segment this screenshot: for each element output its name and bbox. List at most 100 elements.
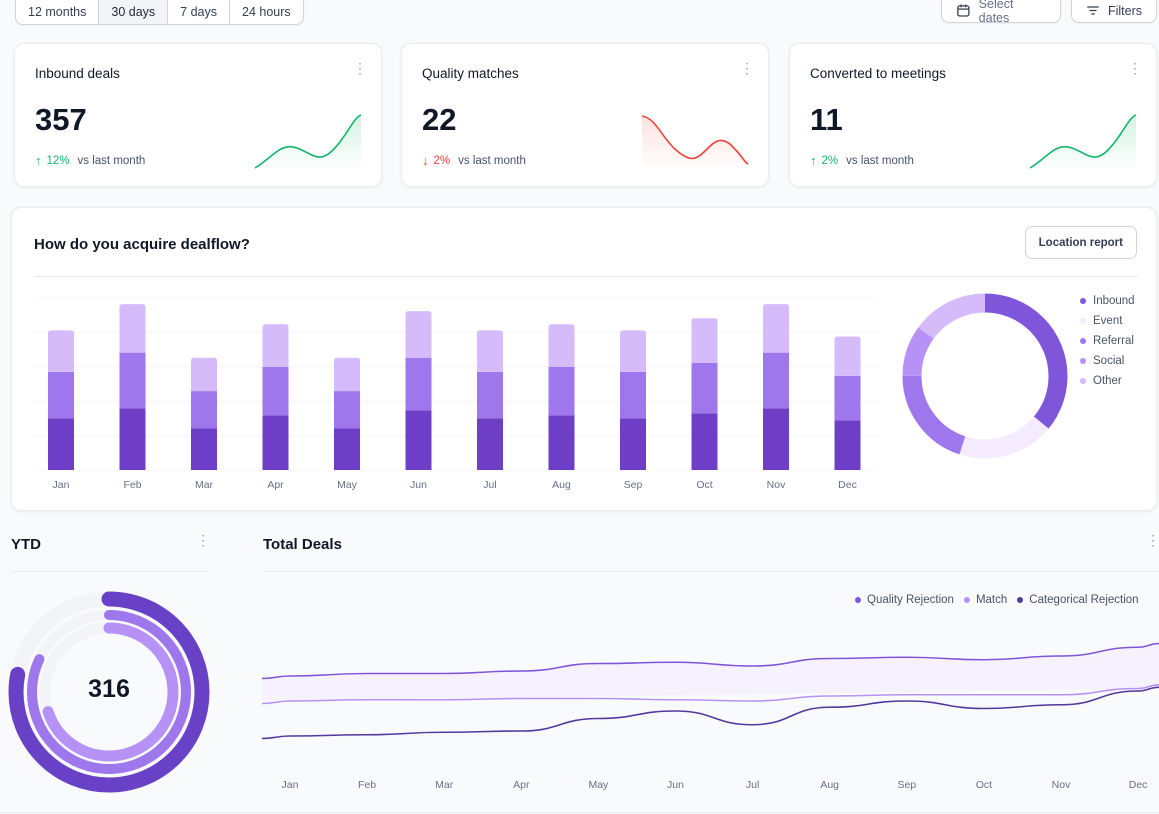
time-range-12-months[interactable]: 12 months [16, 0, 100, 24]
bar-segment [334, 357, 360, 392]
stat-title: Inbound deals [35, 66, 120, 81]
filters-button[interactable]: Filters [1071, 0, 1157, 23]
more-vertical-icon[interactable]: ⋮ [196, 532, 210, 548]
x-tick-label: Nov [1052, 779, 1071, 791]
x-tick-label: Nov [767, 479, 786, 491]
legend-item-inbound: Inbound [1080, 291, 1135, 311]
stat-comparison: vs last month [846, 154, 914, 167]
series-line [262, 683, 1159, 705]
calendar-icon [957, 4, 970, 17]
select-dates-button[interactable]: Select dates [941, 0, 1061, 25]
x-tick-label: Apr [513, 779, 530, 791]
bar-segment [834, 420, 861, 470]
stat-comparison: vs last month [458, 154, 526, 167]
time-range-segmented-control: 12 months 30 days 7 days 24 hours [15, 0, 304, 25]
sparkline-chart [1029, 114, 1137, 170]
donut-slice [902, 293, 1068, 459]
x-tick-label: Oct [976, 779, 992, 791]
stat-title: Converted to meetings [810, 66, 946, 81]
stat-change: 2% [433, 154, 451, 167]
bar-segment [548, 324, 575, 367]
ytd-value: 316 [88, 675, 130, 703]
sparkline-chart [641, 115, 749, 170]
arrow-down-icon: ↓ [422, 153, 429, 168]
more-vertical-icon[interactable]: ⋮ [1146, 532, 1159, 548]
filters-label: Filters [1107, 3, 1142, 18]
bar-segment [691, 318, 718, 363]
ytd-radial-chart [8, 591, 210, 793]
stat-comparison: vs last month [77, 154, 146, 167]
stat-delta: ↓ 2% vs last month [422, 153, 526, 168]
bar-segment [834, 336, 861, 376]
stat-card-converted-to-meetings: Converted to meetings ⋮ 11 ↑ 2% vs last … [789, 43, 1157, 187]
bar-segment [405, 357, 432, 411]
arrow-up-icon: ↑ [35, 153, 42, 168]
bar-segment [119, 352, 146, 409]
series-line [262, 686, 1159, 740]
dealflow-bar-chart: Jan Feb Mar Apr May Jun Jul Aug Sep Oct Nov Dec [34, 297, 878, 491]
x-tick-label: Feb [358, 779, 376, 791]
bar-segment [763, 304, 789, 353]
legend-label: Match [975, 594, 1008, 606]
x-tick-label: Jul [483, 479, 496, 491]
x-tick-label: Jul [746, 779, 759, 791]
legend-dot [1080, 378, 1086, 384]
stat-delta: ↑ 2% vs last month [810, 153, 914, 168]
location-report-button[interactable]: Location report [1024, 226, 1137, 259]
dealflow-donut-chart [902, 293, 1068, 459]
stat-value: 11 [810, 102, 843, 137]
x-tick-label: May [337, 479, 358, 491]
bar-segment [48, 418, 74, 470]
legend-dot [855, 597, 861, 603]
bar-segment [691, 362, 718, 414]
legend-item-event: Event [1080, 311, 1135, 331]
more-vertical-icon[interactable]: ⋮ [740, 60, 754, 76]
legend-label: Social [1093, 355, 1125, 367]
bar-segment [548, 366, 575, 416]
ytd-title: YTD [11, 536, 41, 553]
ring-progress [39, 622, 179, 762]
legend-dot [1017, 597, 1024, 603]
time-range-24-hours[interactable]: 24 hours [242, 4, 291, 19]
stat-change: 2% [821, 154, 839, 167]
stat-delta: ↑ 12% vs last month [35, 153, 145, 168]
x-tick-label: Dec [838, 479, 857, 491]
legend-item-categorical-rejection: Categorical Rejection [1017, 594, 1139, 606]
x-tick-label: Jan [53, 479, 70, 491]
bar-segment [262, 415, 289, 470]
legend-dot [1080, 298, 1086, 304]
total-deals-line-chart: Jan Feb Mar Apr May Jun Jul Aug Sep Oct Nov Dec [262, 615, 1159, 791]
bar-segment [191, 357, 217, 392]
stat-change: 12% [46, 154, 70, 167]
bar-segment [262, 324, 289, 367]
legend-dot [1080, 318, 1086, 324]
x-tick-label: Apr [267, 479, 284, 491]
bar-segment [691, 413, 718, 470]
stat-title: Quality matches [422, 66, 519, 81]
more-vertical-icon[interactable]: ⋮ [1128, 60, 1142, 76]
x-tick-label: Mar [195, 479, 214, 491]
x-tick-label: Sep [897, 779, 916, 791]
bar-segment [334, 428, 360, 470]
ring-progress [8, 591, 210, 793]
divider [0, 812, 1159, 813]
legend-dot [963, 597, 970, 603]
x-tick-label: Jun [410, 479, 427, 491]
divider [34, 276, 1138, 277]
stat-card-quality-matches: Quality matches ⋮ 22 ↓ 2% vs last month [401, 43, 769, 187]
x-tick-label: Aug [820, 779, 839, 791]
x-tick-label: Jan [282, 779, 299, 791]
legend-item-match: Match [963, 594, 1008, 606]
x-tick-label: Feb [123, 479, 141, 491]
more-vertical-icon[interactable]: ⋮ [353, 60, 367, 76]
time-range-7-days[interactable]: 7 days [168, 0, 230, 24]
dealflow-title: How do you acquire dealflow? [34, 236, 250, 253]
arrow-up-icon: ↑ [810, 153, 817, 168]
time-range-30-days[interactable]: 30 days [99, 0, 169, 24]
legend-label: Other [1093, 375, 1122, 387]
divider [11, 571, 210, 572]
legend-label: Inbound [1093, 295, 1135, 307]
legend-label: Quality Rejection [867, 594, 954, 606]
bar-segment [477, 330, 503, 372]
legend-label: Event [1093, 315, 1123, 327]
